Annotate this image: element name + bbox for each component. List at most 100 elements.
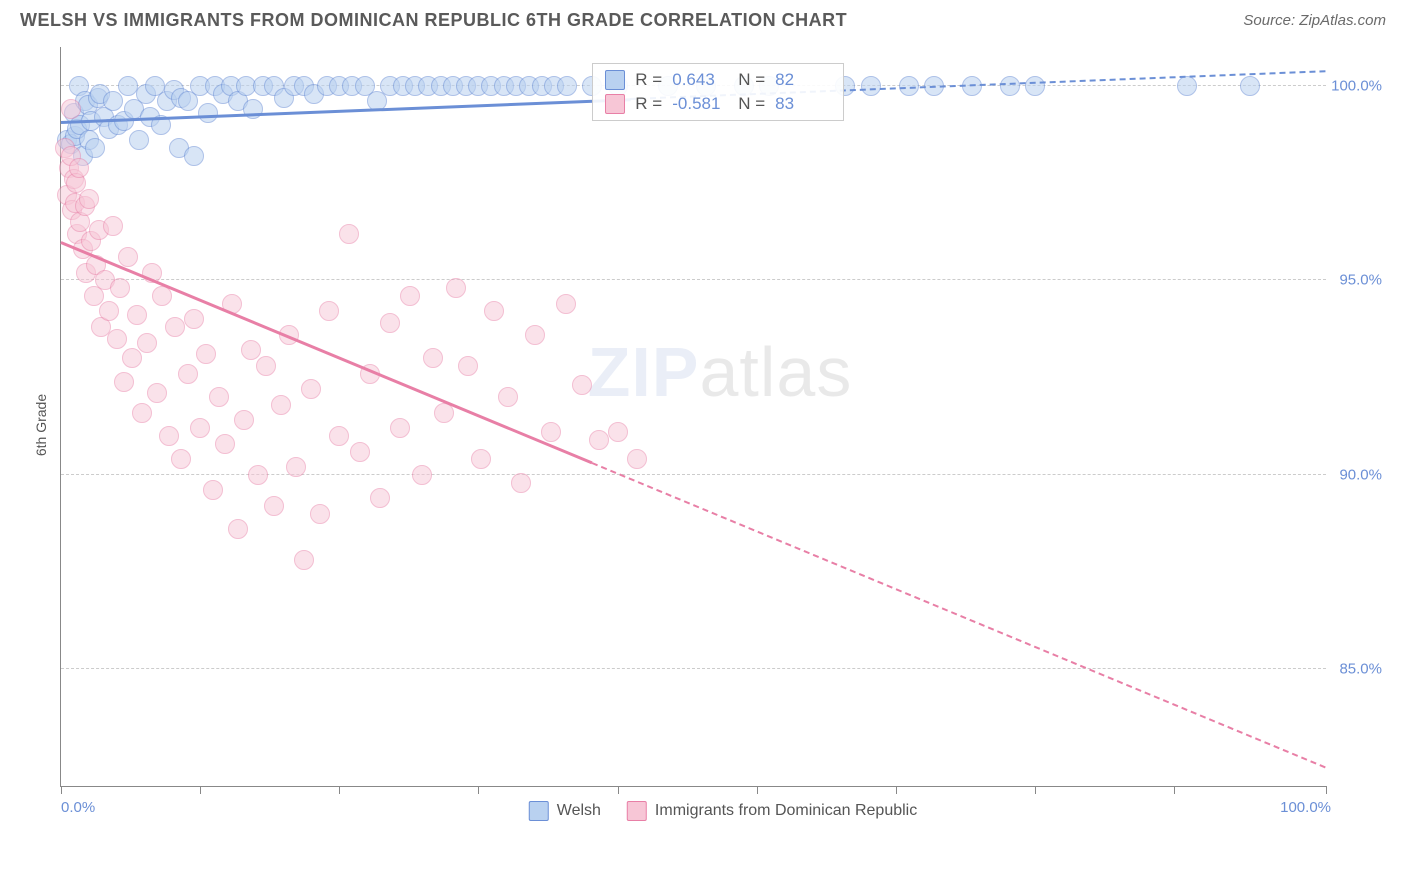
data-point (127, 305, 147, 325)
source-prefix: Source: (1243, 12, 1299, 29)
x-tick (618, 786, 619, 794)
y-tick-label: 95.0% (1339, 272, 1382, 289)
data-point (286, 457, 306, 477)
data-point (228, 519, 248, 539)
data-point (484, 301, 504, 321)
data-point (114, 372, 134, 392)
data-point (390, 418, 410, 438)
data-point (103, 91, 123, 111)
data-point (178, 364, 198, 384)
x-tick (200, 786, 201, 794)
watermark-atlas: atlas (699, 333, 852, 411)
x-tick (1326, 786, 1327, 794)
data-point (129, 130, 149, 150)
data-point (370, 488, 390, 508)
data-point (103, 216, 123, 236)
data-point (198, 103, 218, 123)
data-point (184, 146, 204, 166)
x-tick (1035, 786, 1036, 794)
data-point (1025, 76, 1045, 96)
gridline (61, 279, 1326, 280)
data-point (412, 465, 432, 485)
chart-title: WELSH VS IMMIGRANTS FROM DOMINICAN REPUB… (20, 10, 847, 31)
x-axis-max-label: 100.0% (1280, 799, 1331, 816)
n-label: N = (738, 94, 765, 114)
data-point (458, 356, 478, 376)
data-point (511, 473, 531, 493)
correlation-stats-box: R =0.643N =82R =-0.581N =83 (592, 63, 844, 121)
data-point (137, 333, 157, 353)
x-axis-min-label: 0.0% (61, 799, 95, 816)
data-point (339, 224, 359, 244)
trend-line-dashed (592, 462, 1326, 768)
data-point (556, 294, 576, 314)
bottom-legend: Welsh Immigrants from Dominican Republic (529, 801, 917, 821)
r-label: R = (635, 70, 662, 90)
data-point (589, 430, 609, 450)
data-point (110, 278, 130, 298)
data-point (196, 344, 216, 364)
data-point (329, 426, 349, 446)
x-tick (61, 786, 62, 794)
data-point (152, 286, 172, 306)
y-tick-label: 90.0% (1339, 466, 1382, 483)
legend-item-dominican: Immigrants from Dominican Republic (627, 801, 917, 821)
source-name: ZipAtlas.com (1299, 12, 1386, 29)
data-point (627, 449, 647, 469)
data-point (79, 189, 99, 209)
watermark: ZIPatlas (588, 332, 853, 412)
chart-container: 6th Grade ZIPatlas 0.0% 100.0% 85.0%90.0… (60, 37, 1386, 837)
data-point (1000, 76, 1020, 96)
data-point (248, 465, 268, 485)
r-label: R = (635, 94, 662, 114)
data-point (165, 317, 185, 337)
plot-area: ZIPatlas 0.0% 100.0% 85.0%90.0%95.0%100.… (60, 47, 1326, 787)
data-point (171, 449, 191, 469)
data-point (1240, 76, 1260, 96)
data-point (184, 309, 204, 329)
data-point (319, 301, 339, 321)
data-point (132, 403, 152, 423)
data-point (861, 76, 881, 96)
data-point (203, 480, 223, 500)
data-point (310, 504, 330, 524)
gridline (61, 668, 1326, 669)
legend-label-welsh: Welsh (557, 802, 601, 820)
stats-row: R =-0.581N =83 (605, 92, 831, 116)
watermark-zip: ZIP (588, 333, 700, 411)
data-point (243, 99, 263, 119)
data-point (118, 247, 138, 267)
x-tick (1174, 786, 1175, 794)
data-point (380, 313, 400, 333)
data-point (471, 449, 491, 469)
data-point (159, 426, 179, 446)
source-attribution: Source: ZipAtlas.com (1243, 12, 1386, 29)
data-point (215, 434, 235, 454)
x-tick (339, 786, 340, 794)
y-tick-label: 85.0% (1339, 661, 1382, 678)
n-label: N = (738, 70, 765, 90)
data-point (190, 418, 210, 438)
data-point (61, 99, 81, 119)
data-point (69, 158, 89, 178)
data-point (241, 340, 261, 360)
y-tick-label: 100.0% (1331, 77, 1382, 94)
x-tick (896, 786, 897, 794)
data-point (350, 442, 370, 462)
data-point (209, 387, 229, 407)
data-point (557, 76, 577, 96)
data-point (85, 138, 105, 158)
stats-swatch (605, 70, 625, 90)
legend-label-dominican: Immigrants from Dominican Republic (655, 802, 917, 820)
stats-swatch (605, 94, 625, 114)
data-point (423, 348, 443, 368)
data-point (294, 550, 314, 570)
y-axis-label: 6th Grade (33, 394, 49, 456)
n-value: 83 (775, 94, 831, 114)
data-point (525, 325, 545, 345)
data-point (264, 496, 284, 516)
data-point (608, 422, 628, 442)
data-point (234, 410, 254, 430)
data-point (1177, 76, 1197, 96)
data-point (256, 356, 276, 376)
